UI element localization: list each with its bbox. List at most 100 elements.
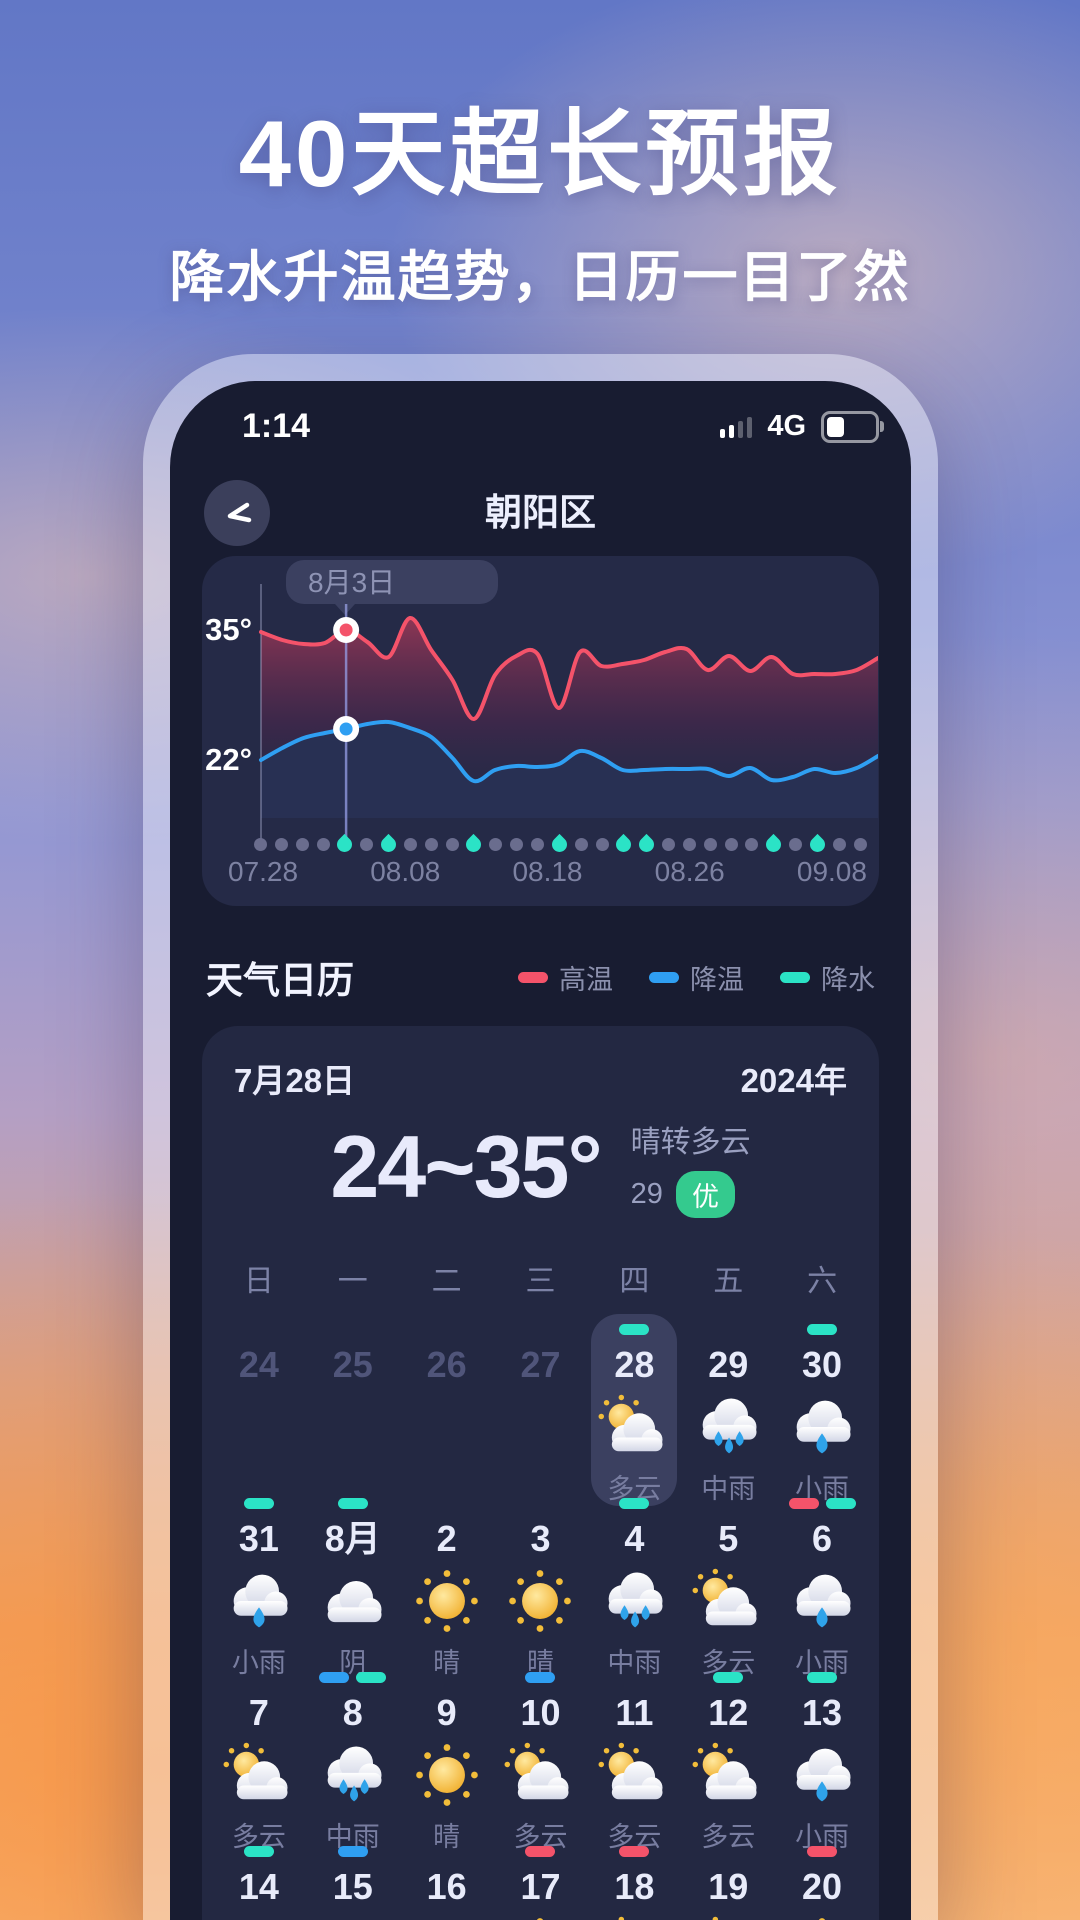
calendar-day-20[interactable]: 20晴 xyxy=(779,1836,865,1920)
sun-icon xyxy=(409,1737,485,1813)
day-weather-label: 晴 xyxy=(433,1648,461,1678)
calendar-day-18[interactable]: 18多云 xyxy=(591,1836,677,1920)
day-number: 24 xyxy=(238,1344,279,1385)
dry-day-dot xyxy=(745,837,759,851)
day-indicator-pills xyxy=(337,1846,368,1857)
high-temp-marker xyxy=(333,617,360,643)
calendar-day-29[interactable]: 29 中雨 xyxy=(685,1314,771,1506)
rain-med-icon xyxy=(690,1389,766,1465)
dry-day-dot xyxy=(489,837,503,851)
network-type-label: 4G xyxy=(767,410,806,442)
calendar-day-16[interactable]: 16阴 xyxy=(404,1836,490,1920)
section-title: 天气日历 xyxy=(206,960,354,1001)
calendar-day-5[interactable]: 5 多云 xyxy=(685,1488,771,1680)
calendar-day-10[interactable]: 10 多云 xyxy=(498,1662,584,1854)
tooltip-pointer xyxy=(335,604,355,615)
day-number: 5 xyxy=(718,1518,739,1559)
x-tick: 08.08 xyxy=(370,856,441,887)
day-number: 10 xyxy=(520,1692,561,1733)
rain-pill xyxy=(337,1498,368,1509)
calendar-day-25[interactable]: 25 xyxy=(310,1314,396,1506)
dry-day-dot xyxy=(853,837,867,851)
year-label: 2024年 xyxy=(740,1062,847,1099)
calendar-day-19[interactable]: 19多云 xyxy=(685,1836,771,1920)
calendar-day-28[interactable]: 28 多云 xyxy=(591,1314,678,1506)
day-number: 25 xyxy=(332,1344,373,1385)
sun-icon xyxy=(502,1563,578,1639)
dry-day-dot xyxy=(403,837,417,851)
calendar-day-17[interactable]: 17晴 xyxy=(498,1836,584,1920)
dry-day-dot xyxy=(530,837,544,851)
temperature-trend-chart[interactable]: 8月3日 35° 22° xyxy=(202,556,878,866)
rain-drop-marker xyxy=(806,833,829,855)
calendar-header: 7月28日 2024年 xyxy=(212,1054,869,1102)
tooltip-date-label: 8月3日 xyxy=(308,567,395,598)
rain-pill xyxy=(619,1324,650,1335)
weekday-label: 一 xyxy=(337,1265,368,1298)
calendar-day-30[interactable]: 30 小雨 xyxy=(779,1314,865,1506)
calendar-day-24[interactable]: 24 xyxy=(216,1314,302,1506)
rain-drop-marker xyxy=(463,833,485,855)
calendar-day-8月[interactable]: 8月阴 xyxy=(310,1488,396,1680)
cloud-icon xyxy=(409,1911,485,1920)
calendar-day-7[interactable]: 7 多云 xyxy=(216,1662,302,1854)
calendar-day-26[interactable]: 26 xyxy=(404,1314,490,1506)
day-number: 15 xyxy=(332,1866,373,1907)
dry-day-dot xyxy=(662,837,676,851)
calendar-day-13[interactable]: 13 小雨 xyxy=(779,1662,865,1854)
calendar-day-27[interactable]: 27 xyxy=(498,1314,584,1506)
page-title: 朝阳区 xyxy=(485,492,596,533)
day-number: 29 xyxy=(708,1344,749,1385)
x-axis-ticks: 07.28 08.08 08.18 08.26 09.08 xyxy=(228,856,867,888)
aqi-row: 29 优 xyxy=(630,1170,751,1218)
phone-content: 8月3日 35° 22° 07.28 08.08 08.18 08.26 09.… xyxy=(170,546,911,1920)
day-number: 31 xyxy=(238,1518,279,1559)
dry-day-dot xyxy=(789,837,803,851)
cloud-sun-icon xyxy=(596,1737,672,1813)
temp-range: 24~35° xyxy=(330,1117,602,1216)
rain-pill xyxy=(243,1498,274,1509)
x-tick: 07.28 xyxy=(228,856,299,887)
day-number: 3 xyxy=(530,1518,551,1559)
day-number: 27 xyxy=(520,1344,561,1385)
legend-label: 降温 xyxy=(690,964,744,995)
rain-pill xyxy=(807,1672,838,1683)
day-weather-label: 中雨 xyxy=(607,1648,662,1678)
rain-pill xyxy=(825,1498,856,1509)
legend-swatch xyxy=(780,971,810,983)
rain-light-icon xyxy=(221,1911,297,1920)
calendar-day-11[interactable]: 11 多云 xyxy=(591,1662,677,1854)
dry-day-dot xyxy=(510,837,524,851)
calendar-weeks: 24 25 26 27 28 多云 29 中雨 30 小雨 31 小雨 8月阴 2 晴 3 晴 4 中雨 5 多云 6 小雨… xyxy=(212,1314,869,1920)
rain-drop-marker xyxy=(548,833,570,855)
calendar-day-12[interactable]: 12 多云 xyxy=(685,1662,771,1854)
legend-item: 高温 xyxy=(518,958,613,997)
day-indicator-pills xyxy=(713,1672,744,1683)
aqi-value: 29 xyxy=(630,1177,663,1210)
calendar-day-6[interactable]: 6 小雨 xyxy=(779,1488,865,1680)
day-number: 20 xyxy=(802,1866,843,1907)
forecast-trend-card[interactable]: 8月3日 35° 22° 07.28 08.08 08.18 08.26 09.… xyxy=(202,556,879,906)
calendar-day-14[interactable]: 14小雨 xyxy=(216,1836,302,1920)
hero-subtitle: 降水升温趋势，日历一目了然 xyxy=(169,246,911,308)
rain-light-icon xyxy=(784,1563,860,1639)
rain-pill xyxy=(356,1672,387,1683)
calendar-day-8[interactable]: 8 中雨 xyxy=(310,1662,396,1854)
rain-med-icon xyxy=(315,1737,391,1813)
dry-day-dot xyxy=(682,837,696,851)
legend-swatch xyxy=(518,971,548,983)
dry-day-dot xyxy=(595,837,609,851)
back-button[interactable] xyxy=(204,480,270,546)
rain-drop-marker xyxy=(377,833,400,855)
calendar-day-15[interactable]: 15阴 xyxy=(310,1836,396,1920)
y-tick-low: 22° xyxy=(205,742,252,777)
day-weather-label: 中雨 xyxy=(701,1474,756,1504)
weather-calendar-card: 7月28日 2024年 24~35° 晴转多云 29 优 日 一 xyxy=(202,1026,879,1920)
legend-item: 降温 xyxy=(649,958,744,997)
cloud-sun-icon xyxy=(690,1563,766,1639)
calendar-day-4[interactable]: 4 中雨 xyxy=(591,1488,677,1680)
calendar-day-31[interactable]: 31 小雨 xyxy=(216,1488,302,1680)
